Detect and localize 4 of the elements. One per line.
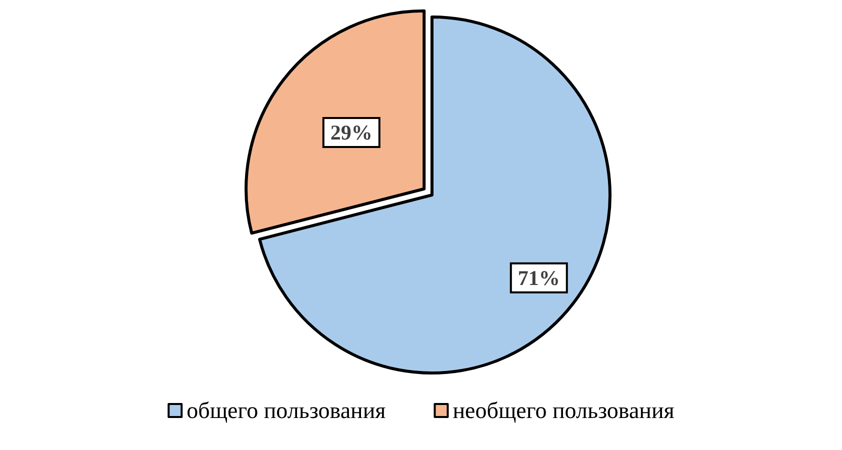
data-label: 71% — [518, 266, 560, 290]
legend-label: необщего пользования — [452, 398, 675, 423]
legend-label: общего пользования — [186, 398, 386, 423]
data-label: 29% — [330, 120, 372, 144]
